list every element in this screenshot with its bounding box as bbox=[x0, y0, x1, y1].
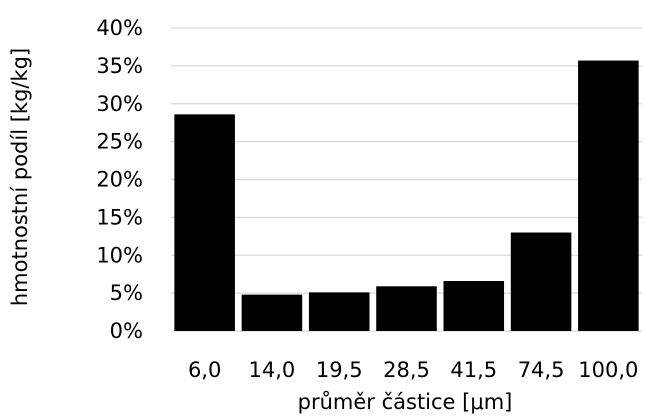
bar bbox=[241, 294, 303, 331]
bar bbox=[376, 286, 437, 331]
bar bbox=[174, 114, 235, 331]
grid-layer bbox=[171, 27, 642, 332]
bar bbox=[510, 232, 572, 331]
y-tick-label: 20% bbox=[96, 168, 143, 192]
y-tick-label: 25% bbox=[96, 130, 143, 154]
x-tick-label: 19,5 bbox=[316, 358, 363, 382]
y-tick-label: 40% bbox=[96, 16, 143, 40]
y-tick-label: 35% bbox=[96, 54, 143, 78]
y-tick-label: 15% bbox=[96, 205, 143, 229]
bar bbox=[443, 281, 505, 331]
x-tick-label: 14,0 bbox=[249, 358, 296, 382]
x-tick-label: 100,0 bbox=[578, 358, 638, 382]
y-axis-label: hmotnostní podíl [kg/kg] bbox=[8, 48, 32, 306]
x-tick-label: 6,0 bbox=[188, 358, 221, 382]
bar-layer bbox=[174, 60, 639, 331]
y-tick-label: 5% bbox=[110, 281, 143, 305]
x-axis-tick-labels: 6,0 14,0 19,5 28,5 41,5 74,5 100,0 bbox=[188, 358, 638, 382]
y-tick-label: 30% bbox=[96, 92, 143, 116]
y-axis-tick-labels: 0% 5% 10% 15% 20% 25% 30% 35% 40% bbox=[96, 16, 143, 343]
x-tick-label: 41,5 bbox=[450, 358, 497, 382]
bar bbox=[578, 60, 639, 331]
y-tick-label: 10% bbox=[96, 243, 143, 267]
y-tick-label: 0% bbox=[110, 319, 143, 343]
bar bbox=[308, 292, 370, 331]
x-axis-label: průměr částice [μm] bbox=[298, 390, 513, 414]
x-tick-label: 28,5 bbox=[383, 358, 430, 382]
x-tick-label: 74,5 bbox=[518, 358, 565, 382]
